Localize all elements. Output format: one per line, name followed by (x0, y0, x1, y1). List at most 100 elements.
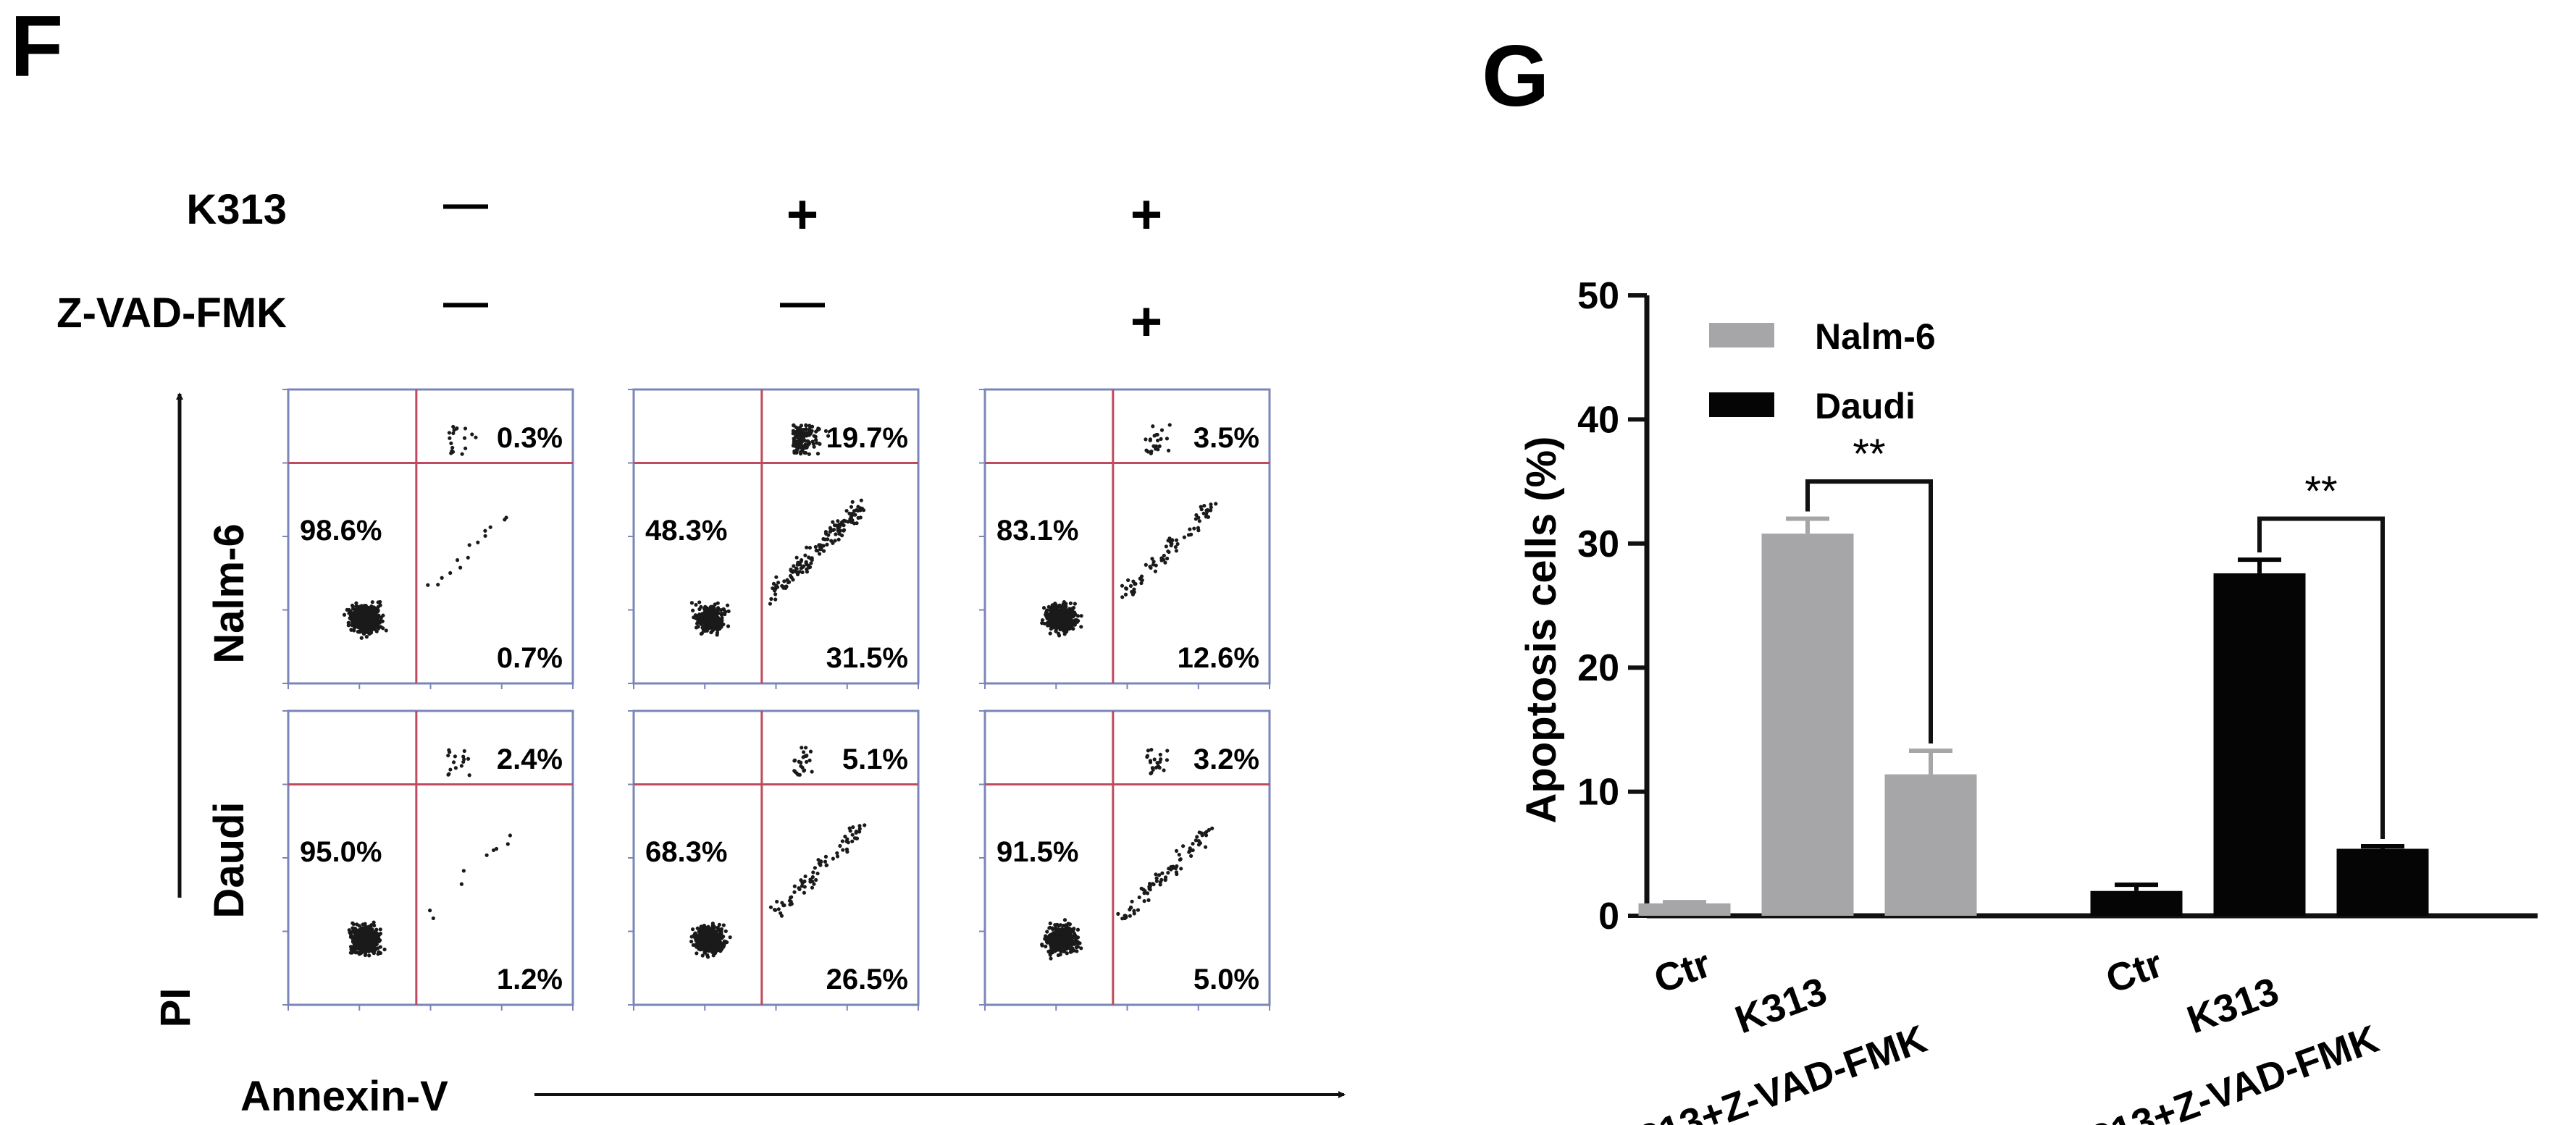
bar (1761, 534, 1854, 916)
quadrant-lr-value: 1.2% (497, 964, 563, 995)
event-dot (1139, 886, 1144, 890)
event-dot (713, 937, 718, 942)
flow-plot: 19.7% 48.3% 31.5% (628, 388, 920, 689)
event-dot (451, 424, 456, 429)
event-dot (1154, 444, 1159, 448)
row-label-daudi: Daudi (206, 801, 253, 918)
event-dot (860, 506, 864, 510)
event-dot (455, 426, 459, 431)
event-dot (1048, 631, 1052, 636)
event-dot (1057, 614, 1061, 618)
event-dot (789, 573, 793, 578)
event-dot (800, 884, 804, 888)
event-dot (1210, 826, 1214, 830)
x-tick-label: K313 (2181, 969, 2284, 1042)
event-dot (802, 885, 807, 889)
event-dot (1060, 615, 1065, 620)
event-dot (1046, 623, 1050, 628)
event-dot (447, 748, 451, 752)
x-tick-label: K313 (1729, 969, 1832, 1042)
event-dot (1048, 925, 1052, 930)
event-dot (1123, 586, 1128, 591)
event-dot (702, 627, 706, 631)
event-dot (853, 513, 857, 517)
event-dot (1054, 629, 1058, 633)
significance-mark: ** (1853, 431, 1885, 478)
event-dot (360, 614, 364, 618)
event-dot (463, 426, 468, 431)
event-dot (342, 612, 347, 617)
event-dot (373, 610, 377, 615)
event-dot (1040, 618, 1045, 623)
x-tick-label: K313+Z-VAD-FMK (1607, 1017, 1933, 1125)
event-dot (1130, 899, 1134, 903)
event-dot (459, 764, 463, 768)
event-dot (695, 616, 700, 620)
event-dot (377, 932, 382, 937)
event-dot (716, 628, 720, 633)
event-dot (1071, 930, 1075, 934)
event-dot (364, 635, 369, 639)
event-dot (1174, 538, 1179, 542)
event-dot (1132, 590, 1136, 594)
event-dot (350, 951, 354, 955)
event-dot (361, 922, 365, 927)
legend: Nalm-6 Daudi (1709, 316, 1936, 426)
event-dot (1164, 544, 1168, 549)
flow-plots: 0.3% 98.6% 0.7% 19.7% 48.3% 31.5% 3.5% 83.1% 12.… (282, 388, 1271, 1011)
event-dot (1079, 625, 1083, 629)
event-dot (723, 612, 727, 617)
event-dot (836, 519, 840, 523)
event-dot (812, 444, 816, 449)
event-dot (719, 927, 723, 932)
event-dot (1056, 609, 1060, 613)
event-dot (354, 604, 358, 608)
event-dot (1056, 625, 1060, 629)
event-dot (718, 607, 723, 612)
y-tick-label: 0 (1598, 896, 1619, 938)
event-dot (350, 623, 354, 627)
quadrant-ul-value: 48.3% (645, 515, 727, 547)
event-dot (1045, 930, 1049, 934)
event-dot (800, 570, 805, 575)
event-dot (1062, 607, 1067, 611)
event-dot (823, 859, 828, 864)
event-dot (705, 935, 710, 940)
event-dot (382, 947, 387, 952)
event-dot (384, 628, 388, 633)
event-dot (700, 618, 705, 622)
event-dot (1209, 505, 1213, 510)
quadrant-ul-value: 68.3% (645, 836, 727, 868)
event-dot (1075, 927, 1081, 932)
event-dot (350, 930, 355, 934)
event-dot (1193, 517, 1198, 521)
event-dot (810, 439, 815, 444)
event-dot (372, 605, 376, 610)
event-dot (1065, 625, 1069, 630)
event-dot (1049, 626, 1053, 631)
event-dot (831, 856, 835, 861)
event-dot (1129, 906, 1133, 910)
event-dot (374, 607, 378, 612)
event-dot (1068, 615, 1073, 620)
bar (2213, 573, 2306, 916)
event-dot (836, 537, 841, 542)
event-dot (1052, 945, 1056, 950)
event-dot (784, 586, 788, 591)
event-dot (821, 549, 826, 553)
quadrant-ur-value: 0.3% (497, 422, 563, 454)
quadrant-lr-value: 26.5% (826, 964, 908, 995)
event-dot (847, 511, 852, 515)
flow-events (689, 746, 867, 959)
event-dot (707, 946, 711, 951)
significance-bracket (1805, 479, 1933, 744)
event-dot (372, 618, 377, 623)
pi-axis-label: PI (152, 988, 199, 1028)
event-dot (1209, 508, 1213, 513)
event-dot (1067, 609, 1071, 613)
event-dot (802, 768, 807, 772)
event-dot (702, 612, 707, 616)
event-dot (367, 625, 372, 629)
quadrant-ur-value: 19.7% (826, 422, 908, 454)
event-dot (1174, 848, 1179, 853)
